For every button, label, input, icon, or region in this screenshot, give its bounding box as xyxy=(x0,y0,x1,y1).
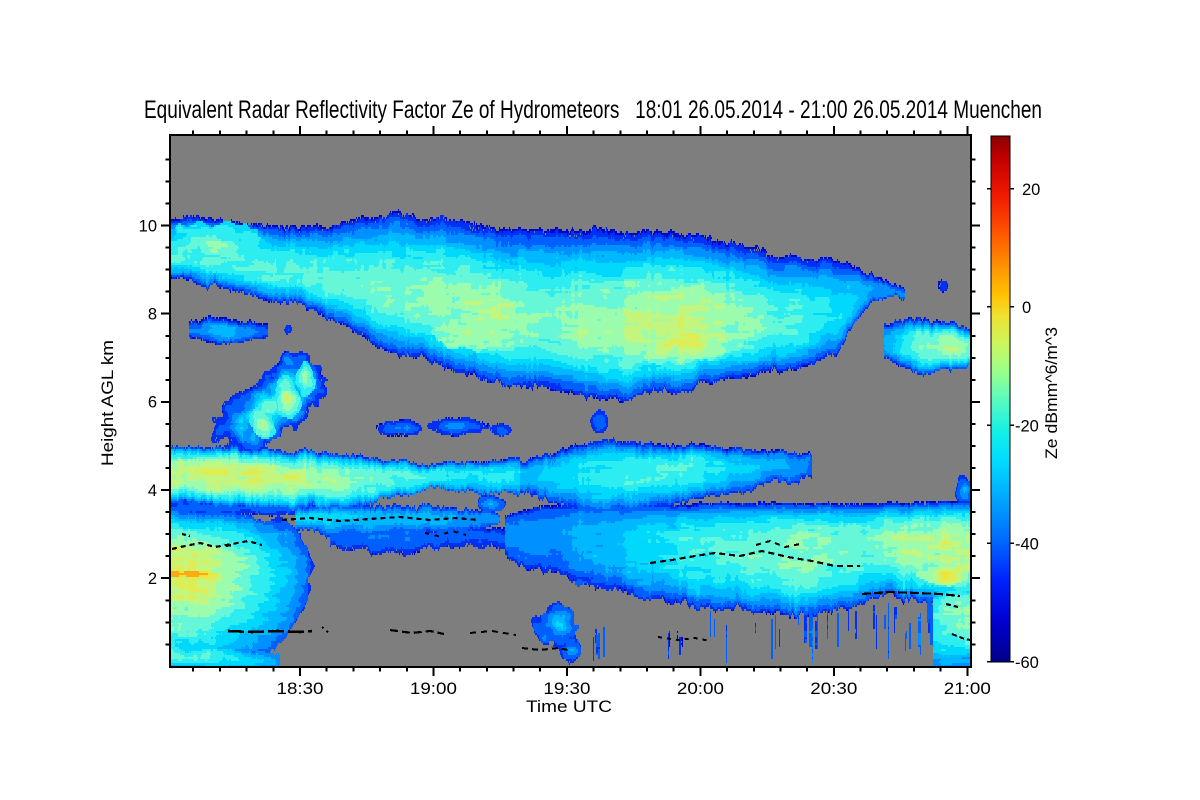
svg-text:-60: -60 xyxy=(1015,654,1039,672)
svg-text:6: 6 xyxy=(148,394,157,412)
svg-text:19:00: 19:00 xyxy=(410,680,457,698)
svg-text:4: 4 xyxy=(148,482,157,500)
svg-text:0: 0 xyxy=(1022,299,1031,317)
svg-text:Time UTC: Time UTC xyxy=(526,697,612,716)
svg-text:18:30: 18:30 xyxy=(277,680,324,698)
svg-text:19:30: 19:30 xyxy=(543,680,590,698)
svg-text:-20: -20 xyxy=(1015,417,1039,435)
svg-text:Ze dBmm^6/m^3: Ze dBmm^6/m^3 xyxy=(1042,327,1061,459)
svg-text:Height AGL km: Height AGL km xyxy=(98,340,117,466)
svg-text:20: 20 xyxy=(1022,181,1040,199)
svg-text:8: 8 xyxy=(148,306,157,324)
svg-text:-40: -40 xyxy=(1015,536,1039,554)
svg-text:2: 2 xyxy=(148,570,157,588)
svg-text:10: 10 xyxy=(139,217,157,235)
svg-text:Equivalent Radar Reflectivity: Equivalent Radar Reflectivity Factor Ze … xyxy=(144,96,1042,124)
svg-text:20:00: 20:00 xyxy=(677,680,724,698)
svg-text:21:00: 21:00 xyxy=(944,680,991,698)
svg-text:20:30: 20:30 xyxy=(810,680,857,698)
